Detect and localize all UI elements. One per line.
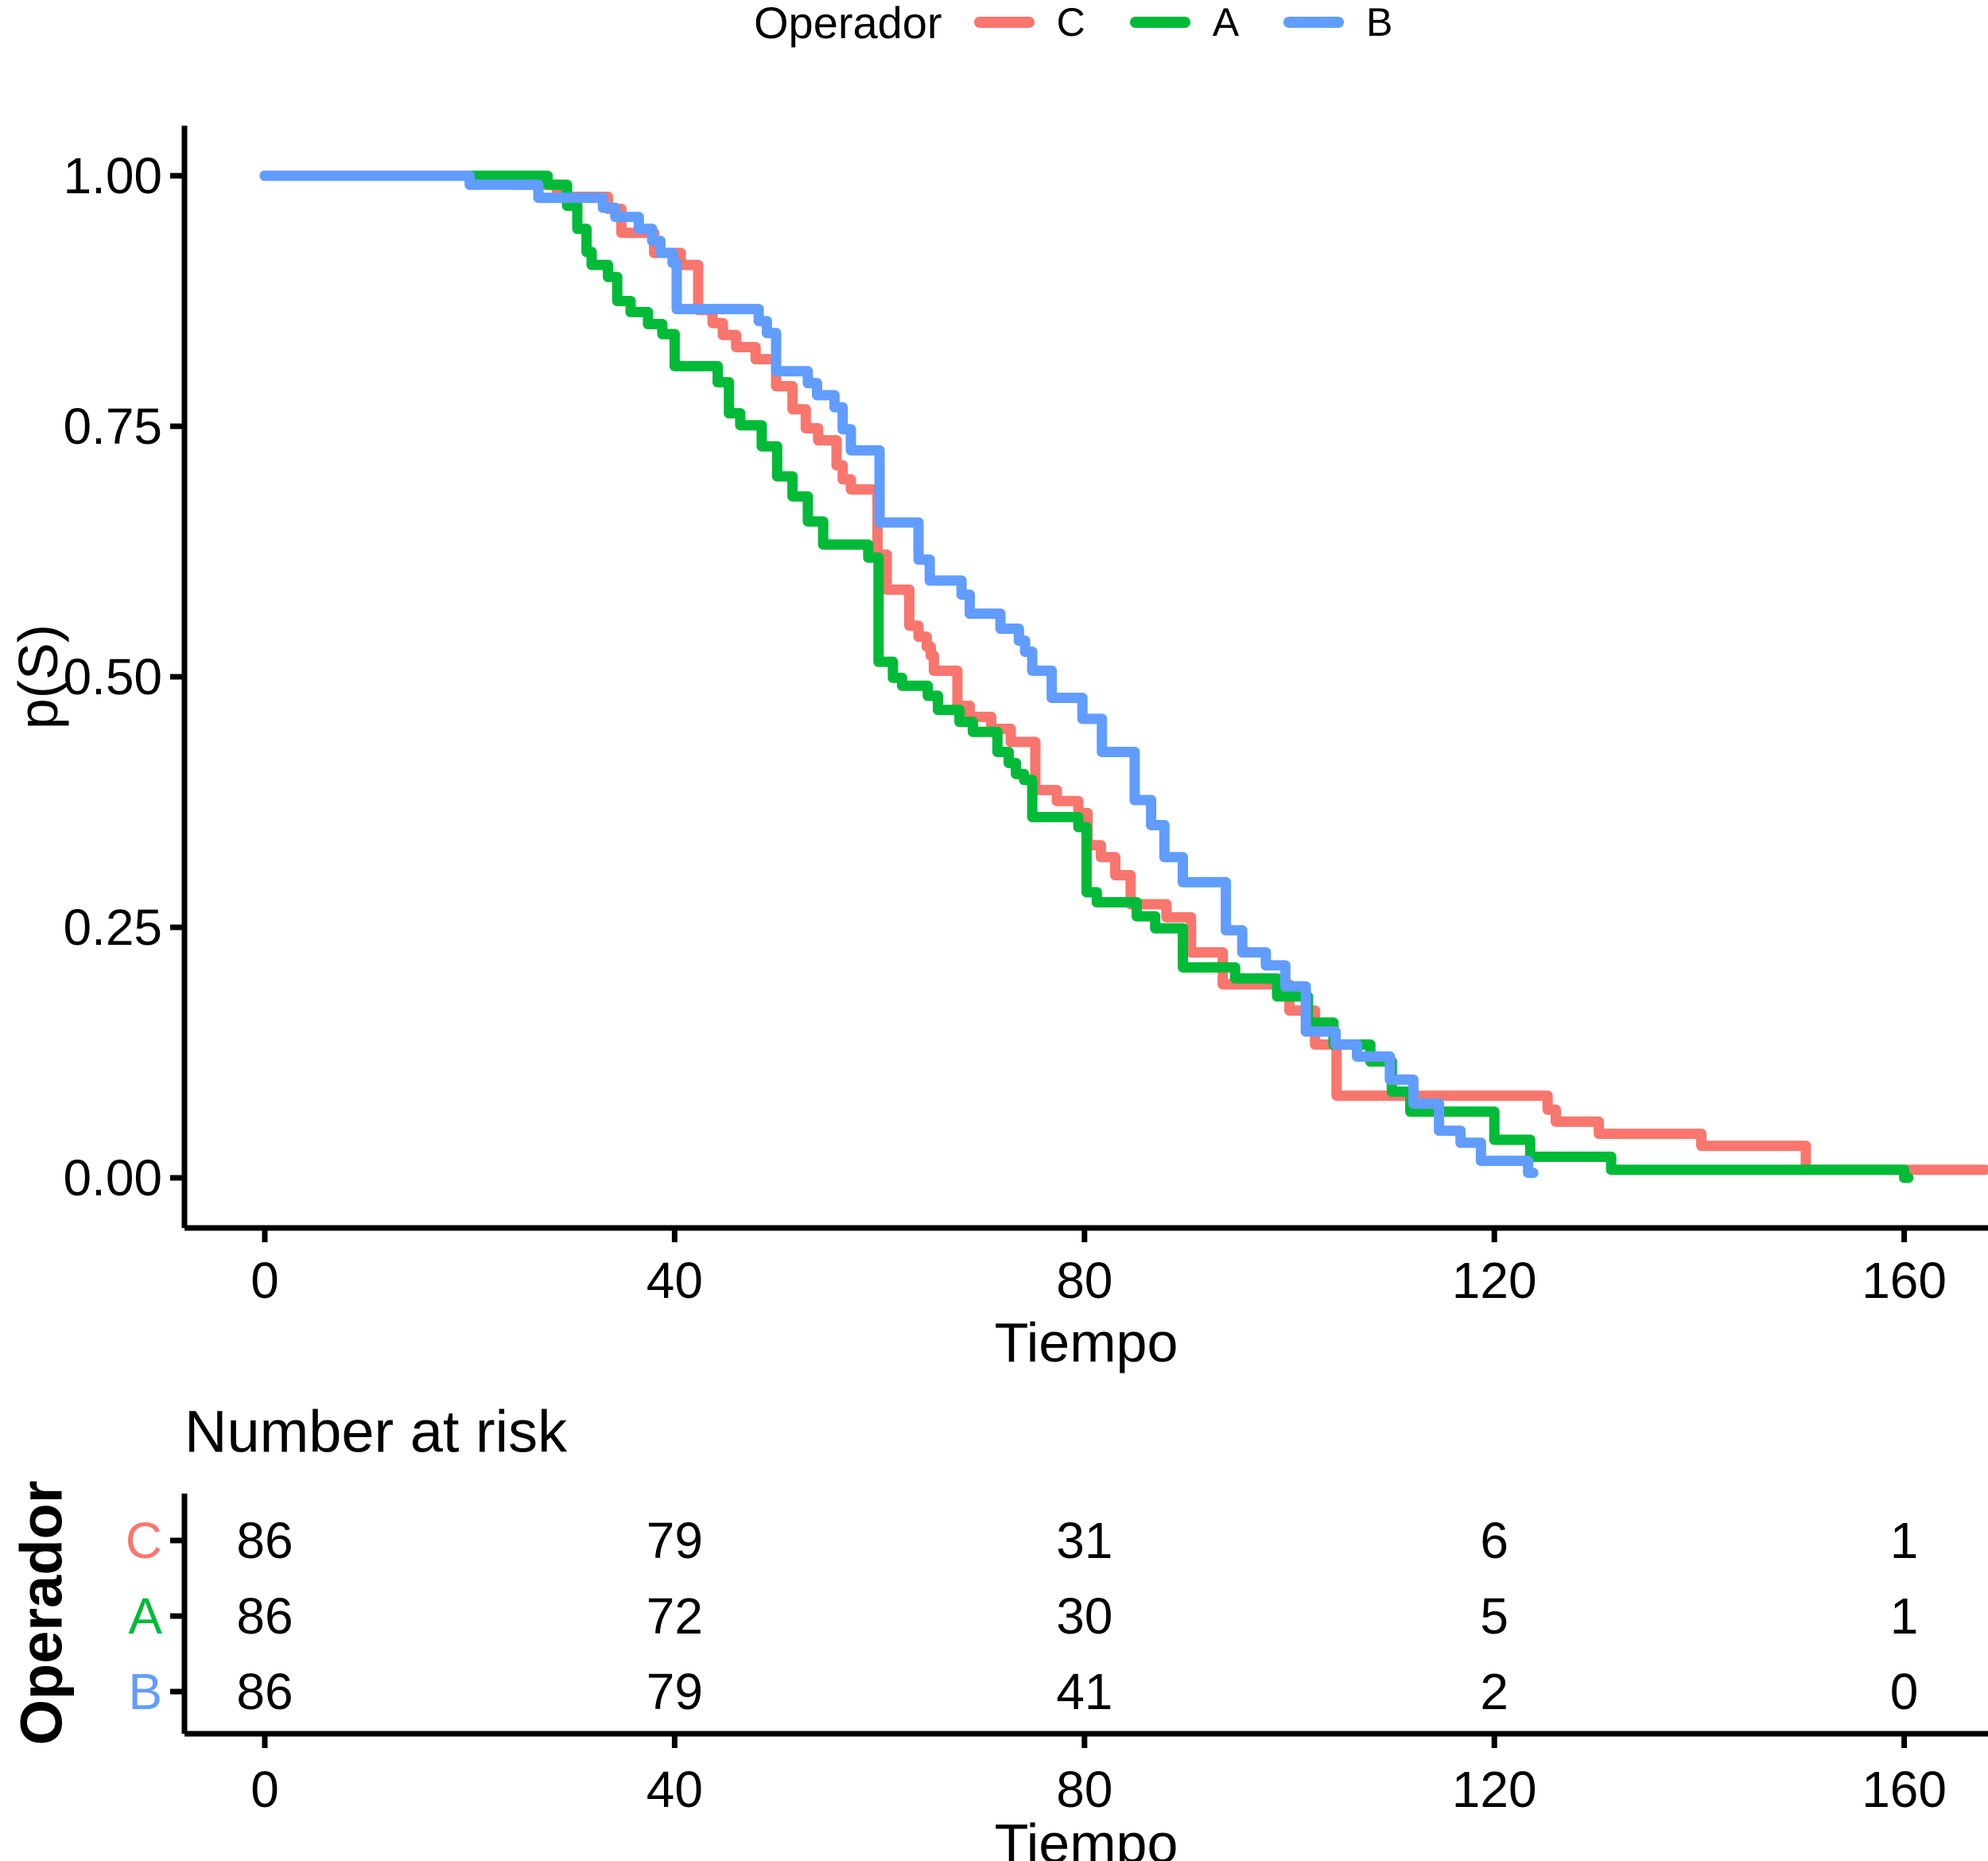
legend-key-B (1283, 17, 1345, 28)
legend-label-C: C (1056, 0, 1085, 45)
y-axis-title: p(S) (7, 624, 69, 730)
x-axis-title: Tiempo (994, 1311, 1178, 1373)
risk-table-y-axis-title: Operador (8, 1480, 75, 1746)
legend-title: Operador (754, 0, 942, 48)
risk-table-title: Number at risk (184, 1398, 568, 1465)
legend-key-C (973, 17, 1035, 28)
axis-lines (181, 126, 1988, 1737)
plot-legend: Operador C A B (754, 0, 1393, 48)
axis-tick-marks (170, 173, 1908, 1748)
legend-key-A (1129, 17, 1190, 28)
legend-label-B: B (1366, 0, 1393, 45)
survival-curve-A (259, 170, 1914, 1183)
survival-curve-B (259, 170, 1539, 1179)
survival-curve-C (259, 170, 1988, 1175)
risk-table-x-axis-title: Tiempo (994, 1812, 1178, 1861)
legend-label-A: A (1212, 0, 1240, 45)
